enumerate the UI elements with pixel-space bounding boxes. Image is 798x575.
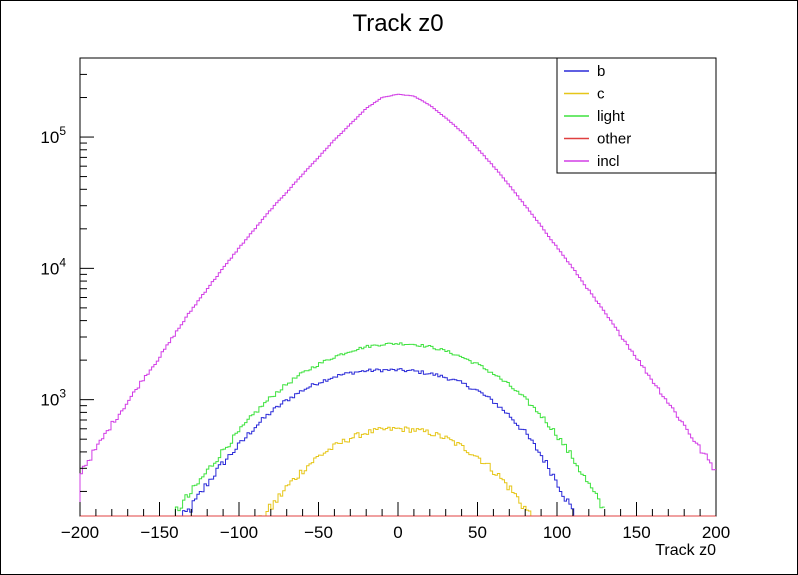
- x-tick-label: 200: [702, 523, 730, 542]
- x-axis-title: Track z0: [655, 542, 716, 559]
- legend-label-other: other: [597, 131, 631, 148]
- x-tick-label: 100: [543, 523, 571, 542]
- legend-label-b: b: [597, 63, 605, 80]
- legend: bc light other incl: [556, 57, 717, 174]
- series-incl: [79, 93, 716, 516]
- legend-label-c: c: [597, 86, 605, 103]
- x-tick-label: 0: [393, 523, 402, 542]
- series-light: [174, 342, 605, 516]
- x-tick-label: −100: [220, 523, 258, 542]
- chart-title: Track z0: [352, 10, 443, 37]
- x-tick-label: −50: [304, 523, 333, 542]
- y-tick-label: 103: [40, 387, 66, 410]
- series-c: [254, 426, 541, 517]
- y-tick-label: 105: [40, 124, 66, 147]
- axes-layer: −200 −150 −100 −50 0 50 100 150 200 103 104 105: [40, 57, 730, 542]
- y-tick-label: 104: [40, 255, 66, 278]
- x-tick-label: 150: [622, 523, 650, 542]
- legend-label-incl: incl: [597, 153, 620, 170]
- x-tick-label: −150: [140, 523, 178, 542]
- x-tick-label: −200: [61, 523, 99, 542]
- legend-label-light: light: [597, 108, 625, 125]
- x-tick-label: 50: [468, 523, 487, 542]
- series-b: [175, 368, 588, 517]
